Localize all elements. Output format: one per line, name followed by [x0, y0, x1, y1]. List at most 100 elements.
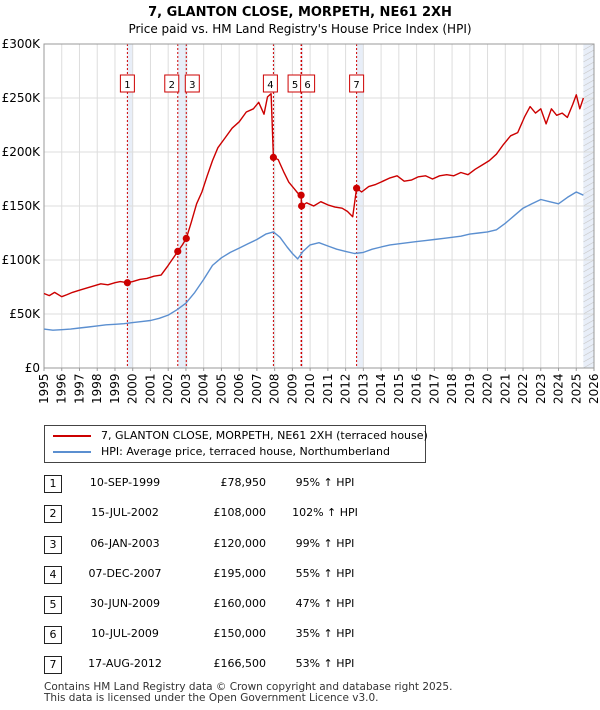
transaction-label-box	[300, 74, 316, 93]
legend-label-property: 7, GLANTON CLOSE, MORPETH, NE61 2XH (ter…	[101, 429, 428, 442]
y-tick-label: £200K	[2, 145, 42, 159]
x-tick-label: 2001	[143, 373, 157, 404]
x-tick-label: 2010	[303, 373, 317, 404]
x-tick-label: 2025	[569, 373, 583, 404]
row-date: 07-DEC-2007	[88, 567, 162, 580]
x-tick-label: 2006	[232, 373, 246, 404]
table-row: 1 10-SEP-1999 £78,950 95% ↑ HPI	[0, 472, 600, 496]
hatch-line	[583, 265, 595, 273]
row-number: 4	[44, 566, 62, 584]
transaction-label: 6	[304, 80, 310, 91]
sale-point	[182, 234, 190, 242]
hatch-line	[583, 307, 595, 315]
hatch-line	[583, 133, 595, 141]
x-tick-label: 1999	[108, 373, 122, 404]
hatch-line	[583, 157, 595, 165]
hatch-line	[583, 319, 595, 327]
transaction-label-box	[349, 74, 365, 93]
row-hpi: 55% ↑ HPI	[295, 567, 355, 580]
x-tick-label: 2019	[463, 373, 477, 404]
x-tick-label: 2012	[339, 373, 353, 404]
footer-attribution: Contains HM Land Registry data © Crown c…	[44, 682, 452, 704]
y-tick-label: £100K	[2, 253, 42, 267]
hatch-line	[583, 169, 595, 177]
transaction-label: 3	[189, 80, 195, 91]
table-row: 4 07-DEC-2007 £195,000 55% ↑ HPI	[0, 563, 600, 587]
transaction-label-box	[164, 74, 180, 93]
row-number: 7	[44, 656, 62, 674]
x-tick-label: 2005	[214, 373, 228, 404]
x-tick-label: 2011	[321, 373, 335, 404]
hatch-line	[583, 241, 595, 249]
hatch-line	[583, 121, 595, 129]
transaction-label: 7	[353, 80, 359, 91]
x-tick-label: 2007	[250, 373, 264, 404]
table-row: 2 15-JUL-2002 £108,000 102% ↑ HPI	[0, 502, 600, 526]
legend-swatch-property	[53, 435, 91, 437]
hatch-line	[583, 193, 595, 201]
legend-swatch-hpi	[53, 451, 91, 453]
y-tick-label: £300K	[2, 37, 42, 51]
x-tick-label: 2002	[161, 373, 175, 404]
hatch-line	[583, 349, 595, 357]
y-tick-label: £150K	[2, 199, 42, 213]
x-tick-label: 2024	[552, 373, 566, 404]
footer-line-1: Contains HM Land Registry data © Crown c…	[44, 681, 453, 693]
x-tick-label: 2013	[356, 373, 370, 404]
plot-border	[43, 43, 595, 369]
x-tick-label: 2021	[498, 373, 512, 404]
sale-point	[297, 191, 305, 199]
row-date: 17-AUG-2012	[88, 657, 162, 670]
hatch-line	[583, 187, 595, 195]
hatch-line	[583, 331, 595, 339]
x-tick-label: 2022	[516, 373, 530, 404]
x-tick-label: 2000	[126, 373, 140, 404]
transaction-label-box	[262, 74, 278, 93]
hatch-line	[583, 85, 595, 93]
legend: 7, GLANTON CLOSE, MORPETH, NE61 2XH (ter…	[44, 425, 428, 463]
hatch-line	[583, 49, 595, 57]
hatch-line	[583, 91, 595, 99]
hatch-line	[583, 43, 595, 51]
row-price: £150,000	[213, 627, 267, 640]
hatch-line	[583, 211, 595, 219]
x-tick-label: 1995	[37, 373, 51, 404]
hatch-line	[583, 79, 595, 87]
row-hpi: 53% ↑ HPI	[295, 657, 355, 670]
row-hpi: 35% ↑ HPI	[295, 627, 355, 640]
hatch-line	[583, 163, 595, 171]
x-tick-label: 1997	[72, 373, 86, 404]
x-tick-label: 2008	[268, 373, 282, 404]
transaction-label: 2	[169, 80, 175, 91]
hatch-line	[583, 55, 595, 63]
hatch-line	[583, 175, 595, 183]
hatch-line	[583, 277, 595, 285]
hatch-line	[583, 205, 595, 213]
x-tick-label: 1996	[55, 373, 69, 404]
sale-point	[269, 153, 278, 161]
table-row: 6 10-JUL-2009 £150,000 35% ↑ HPI	[0, 623, 600, 647]
transaction-label: 1	[124, 80, 130, 91]
x-tick-label: 2015	[392, 373, 406, 404]
hatch-line	[583, 151, 595, 159]
transaction-label-box	[184, 74, 200, 93]
hatch-line	[583, 103, 595, 111]
transaction-label: 4	[267, 80, 273, 91]
table-row: 3 06-JAN-2003 £120,000 99% ↑ HPI	[0, 533, 600, 557]
hatch-line	[583, 325, 595, 333]
transaction-label: 5	[292, 80, 298, 91]
row-hpi: 99% ↑ HPI	[295, 537, 355, 550]
hatch-line	[583, 235, 595, 243]
hatch-line	[583, 301, 595, 309]
hatch-line	[583, 217, 595, 225]
hatch-line	[583, 223, 595, 231]
y-tick-label: £50K	[9, 307, 41, 321]
x-tick-label: 2003	[179, 373, 193, 404]
table-row: 7 17-AUG-2012 £166,500 53% ↑ HPI	[0, 653, 600, 677]
hatch-line	[583, 253, 595, 261]
hatch-line	[583, 97, 595, 105]
x-tick-label: 2016	[410, 373, 424, 404]
hatch-line	[583, 73, 595, 81]
sale-point	[123, 279, 131, 287]
row-date: 30-JUN-2009	[89, 597, 161, 610]
